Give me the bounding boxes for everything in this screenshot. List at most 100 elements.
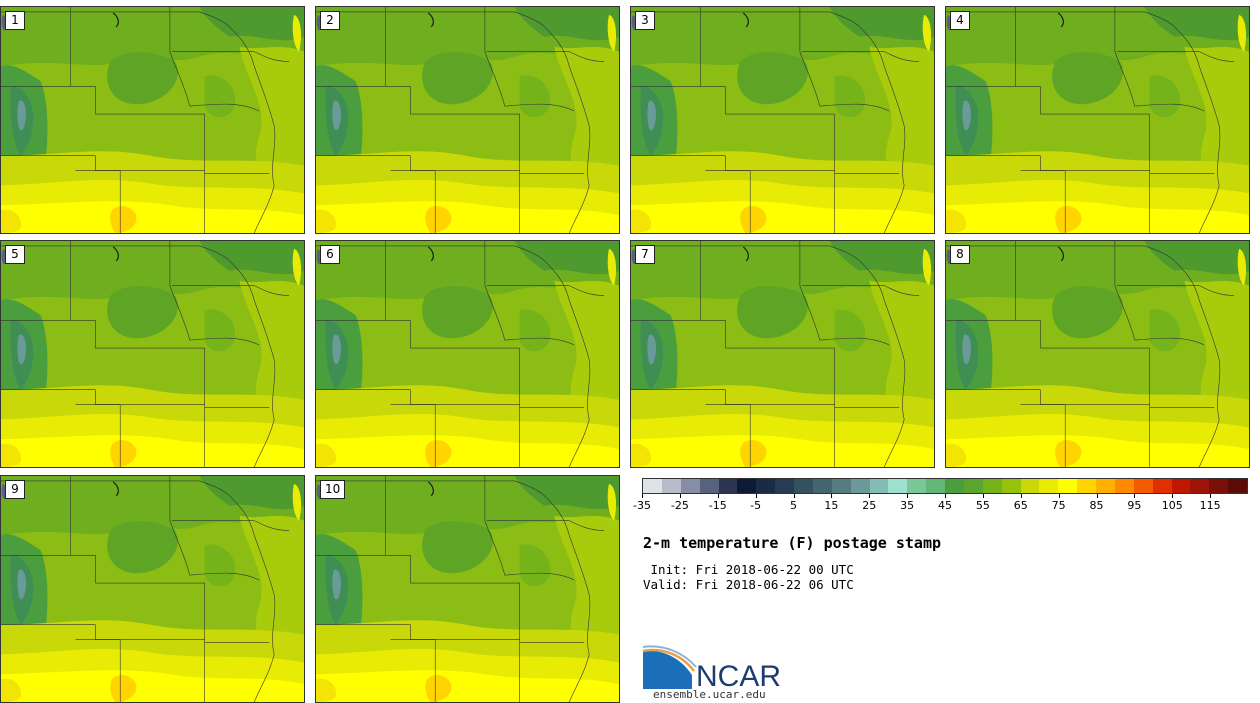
tick-mark xyxy=(1172,494,1174,498)
northwest-lake xyxy=(631,14,637,31)
colorbar-cell xyxy=(661,479,681,493)
tick-label: 65 xyxy=(1013,499,1028,512)
member-number-label: 5 xyxy=(5,245,25,264)
central-cool-blob xyxy=(107,52,178,105)
hot-spot xyxy=(110,674,137,702)
colorbar-cell xyxy=(963,479,983,493)
peaks xyxy=(647,334,656,365)
temperature-map xyxy=(1,7,304,233)
member-number-label: 9 xyxy=(5,480,25,499)
peaks xyxy=(332,100,341,131)
central-cool-blob xyxy=(107,286,178,339)
northeast-cool-zone xyxy=(1144,7,1249,41)
temperature-map xyxy=(316,476,619,702)
colorbar-cell xyxy=(643,479,662,493)
east-zone xyxy=(204,75,236,118)
state-boundaries xyxy=(316,476,605,702)
lake-of-the-woods xyxy=(112,12,119,28)
northeast-cool-zone xyxy=(514,241,619,275)
temperature-map xyxy=(946,241,1249,467)
east-zone xyxy=(834,75,866,118)
lake-of-the-woods xyxy=(1057,12,1064,28)
colorbar-cell xyxy=(1077,479,1096,493)
east-zone xyxy=(204,544,236,587)
lake-of-the-woods xyxy=(742,12,749,28)
lake-michigan xyxy=(607,483,617,521)
member-number-label: 7 xyxy=(635,245,655,264)
lake-of-the-woods xyxy=(742,246,749,262)
ensemble-member-panel: 1 xyxy=(0,6,305,234)
colorbar-cell xyxy=(812,479,832,493)
lake-michigan xyxy=(922,248,932,286)
tick-label: 105 xyxy=(1161,499,1183,512)
peaks xyxy=(17,569,26,600)
colorbar-cell xyxy=(907,479,927,493)
ensemble-member-panel: 2 xyxy=(315,6,620,234)
peaks xyxy=(962,100,971,131)
tick-mark xyxy=(1210,494,1212,498)
lake-of-the-woods xyxy=(112,246,119,262)
state-boundaries xyxy=(631,7,920,233)
colorbar-cell xyxy=(1058,479,1078,493)
tick-label: 85 xyxy=(1089,499,1104,512)
tick-label: -25 xyxy=(670,499,689,512)
tick-mark xyxy=(831,494,833,498)
ensemble-member-panel: 7 xyxy=(630,240,935,468)
member-number-label: 6 xyxy=(320,245,340,264)
northeast-cool-zone xyxy=(514,476,619,510)
central-cool-blob xyxy=(107,521,178,574)
central-cool-blob xyxy=(737,286,808,339)
peaks xyxy=(17,100,26,131)
southwest-warm xyxy=(1,443,22,467)
central-cool-blob xyxy=(422,286,493,339)
northeast-cool-zone xyxy=(199,241,304,275)
peaks xyxy=(962,334,971,365)
ncar-logo-mark xyxy=(643,650,692,689)
central-cool-blob xyxy=(1052,52,1123,105)
temperature-map xyxy=(316,7,619,233)
tick-mark xyxy=(642,494,643,498)
northeast-cool-zone xyxy=(199,476,304,510)
southwest-warm xyxy=(316,209,337,233)
lake-michigan xyxy=(607,248,617,286)
texas-hot-zone xyxy=(946,201,1249,233)
northeast-cool-zone xyxy=(1144,241,1249,275)
northwest-lake xyxy=(1,483,7,500)
colorbar-cell xyxy=(888,479,908,493)
northwest-lake xyxy=(946,248,952,265)
southwest-warm xyxy=(1,678,22,702)
northwest-lake xyxy=(316,483,322,500)
east-zone xyxy=(519,75,551,118)
northwest-lake xyxy=(1,14,7,31)
northeast-cool-zone xyxy=(514,7,619,41)
southwest-warm xyxy=(316,443,337,467)
ncar-logo-text: NCAR xyxy=(696,660,781,691)
central-cool-blob xyxy=(422,521,493,574)
state-boundaries xyxy=(316,241,605,467)
southwest-warm xyxy=(946,209,967,233)
tick-mark xyxy=(1058,494,1060,498)
lake-michigan xyxy=(292,14,302,52)
valid-time: Valid: Fri 2018-06-22 06 UTC xyxy=(643,577,854,592)
tick-label: 95 xyxy=(1127,499,1142,512)
colorbar-cell xyxy=(982,479,1002,493)
tick-mark xyxy=(1096,494,1098,498)
east-zone xyxy=(204,309,236,352)
texas-hot-zone xyxy=(631,435,934,467)
ncar-logo-arc-blue xyxy=(642,645,697,668)
colorbar-cell xyxy=(1114,479,1134,493)
tick-mark xyxy=(793,494,795,498)
colorbar-cell xyxy=(699,479,719,493)
lake-of-the-woods xyxy=(1057,246,1064,262)
peaks xyxy=(332,569,341,600)
east-zone xyxy=(834,309,866,352)
member-number-label: 1 xyxy=(5,11,25,30)
member-number-label: 4 xyxy=(950,11,970,30)
peaks xyxy=(332,334,341,365)
peaks xyxy=(647,100,656,131)
tick-label: 25 xyxy=(862,499,877,512)
tick-label: 15 xyxy=(824,499,839,512)
peaks xyxy=(17,334,26,365)
member-number-label: 10 xyxy=(320,480,346,499)
tick-mark xyxy=(982,494,984,498)
